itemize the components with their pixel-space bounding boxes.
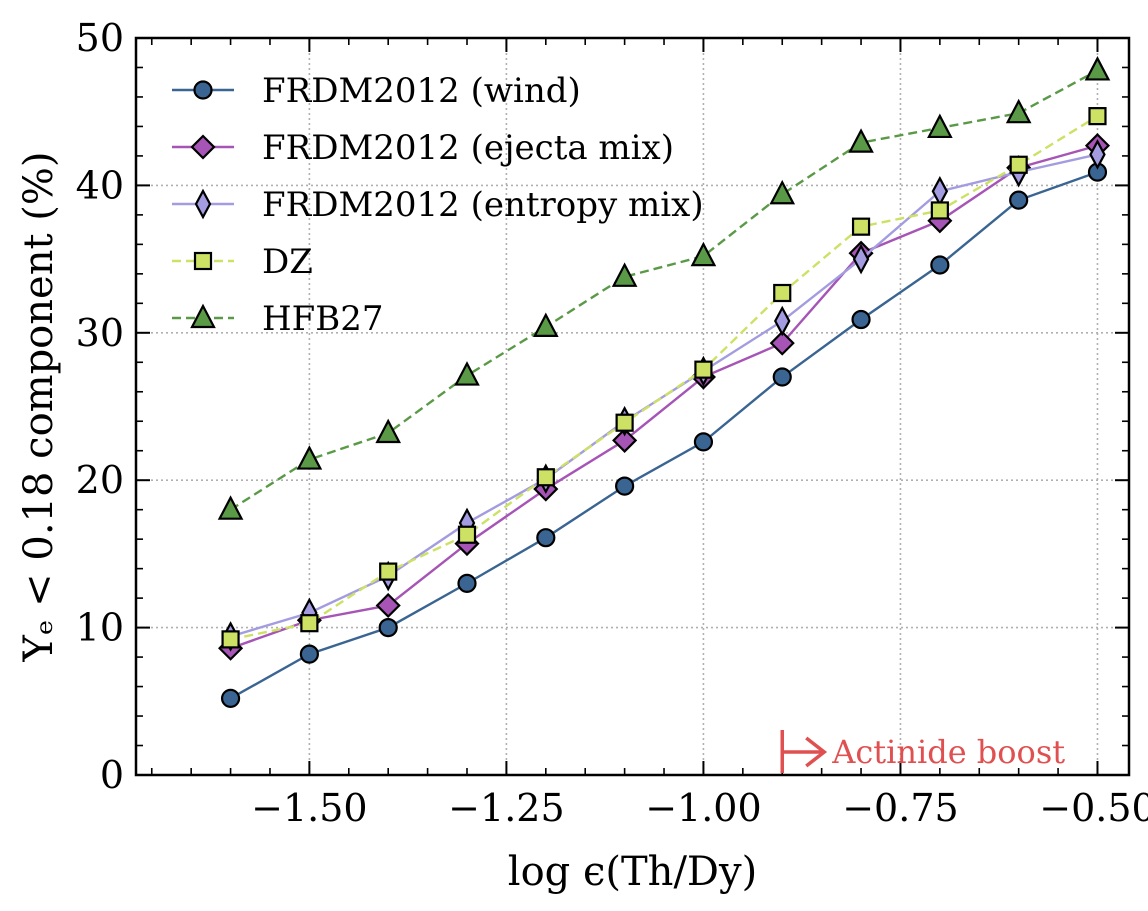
legend-label: FRDM2012 (entropy mix)	[262, 185, 704, 225]
legend-entry-3: DZ	[172, 242, 313, 282]
series-3	[221, 107, 1107, 649]
legend-marker	[190, 303, 216, 329]
y-tick-label: 40	[76, 163, 124, 207]
data-point	[690, 241, 717, 267]
data-point	[379, 562, 398, 581]
data-point	[930, 201, 949, 220]
legend-marker	[190, 134, 216, 160]
data-point	[220, 688, 241, 708]
legend-marker	[193, 251, 213, 271]
data-point	[454, 361, 480, 386]
legend-entry-2: FRDM2012 (entropy mix)	[172, 185, 704, 225]
legend-label: HFB27	[262, 299, 384, 339]
data-point	[851, 217, 871, 236]
x-tick-label: −0.75	[842, 786, 958, 830]
y-tick-label: 30	[76, 311, 124, 355]
data-point	[217, 495, 244, 520]
data-point	[930, 255, 950, 275]
data-point	[1009, 190, 1029, 210]
legend: FRDM2012 (wind) FRDM2012 (ejecta mix) FRDM…	[172, 71, 704, 339]
arrow-right-icon	[805, 736, 828, 768]
annotation: Actinide boost	[780, 730, 1065, 773]
series-line-1	[230, 144, 1098, 650]
data-point	[931, 175, 949, 207]
data-point	[851, 309, 871, 330]
data-point	[773, 283, 792, 303]
legend-entry-4: HFB27	[172, 299, 384, 339]
data-point	[927, 113, 953, 139]
legend-marker	[193, 80, 213, 100]
series-4	[217, 56, 1111, 520]
ticks: −1.50 −1.25 −1.00 −0.75 −0.50 0 10 20 30 40 50	[76, 16, 1148, 830]
x-tick-label: −1.50	[251, 786, 367, 830]
series-layer	[217, 56, 1111, 708]
series-line-2	[230, 153, 1098, 638]
data-point	[772, 367, 792, 387]
legend-marker	[194, 188, 212, 220]
legend-entry-0: FRDM2012 (wind)	[172, 71, 581, 111]
data-point	[615, 413, 634, 432]
data-point	[299, 644, 319, 664]
y-tick-label: 10	[76, 606, 124, 650]
data-point	[769, 330, 795, 356]
data-point	[1088, 107, 1107, 126]
data-point	[612, 427, 638, 453]
data-point	[1009, 155, 1028, 174]
data-point	[769, 179, 796, 205]
plot-frame	[134, 36, 1131, 777]
data-point	[375, 592, 401, 619]
data-point	[848, 128, 874, 153]
y-tick-label: 0	[100, 753, 124, 797]
data-point	[693, 432, 714, 452]
data-point	[611, 262, 638, 287]
data-point	[532, 312, 559, 338]
y-tick-label: 50	[76, 16, 124, 60]
data-point	[1089, 139, 1106, 170]
series-line-4	[229, 69, 1099, 511]
annotation-label: Actinide boost	[831, 733, 1065, 771]
data-point	[536, 528, 556, 548]
data-point	[296, 445, 323, 470]
data-point	[1084, 56, 1111, 81]
x-axis-label: log ϵ(Th/Dy)	[508, 849, 757, 895]
series-0	[220, 162, 1108, 708]
data-point	[300, 614, 319, 633]
x-tick-label: −0.50	[1039, 786, 1148, 830]
data-point	[615, 476, 635, 496]
legend-entry-1: FRDM2012 (ejecta mix)	[172, 128, 674, 168]
y-tick-label: 20	[76, 458, 124, 502]
data-point	[536, 468, 555, 487]
data-point	[694, 360, 713, 379]
data-point	[1005, 98, 1032, 124]
series-line-3	[230, 115, 1099, 641]
series-line-0	[229, 171, 1098, 700]
data-point	[375, 418, 402, 444]
data-point	[457, 525, 477, 544]
data-point	[773, 305, 791, 337]
data-point	[378, 617, 398, 638]
legend-label: DZ	[262, 242, 313, 282]
legend-label: FRDM2012 (ejecta mix)	[262, 128, 674, 168]
legend-label: FRDM2012 (wind)	[262, 71, 581, 111]
x-tick-label: −1.25	[448, 786, 564, 830]
data-point	[852, 243, 870, 275]
data-point	[221, 630, 240, 649]
x-tick-label: −1.00	[645, 786, 761, 830]
y-axis-label: Yₑ < 0.18 component (%)	[16, 152, 62, 663]
data-point	[457, 573, 477, 593]
